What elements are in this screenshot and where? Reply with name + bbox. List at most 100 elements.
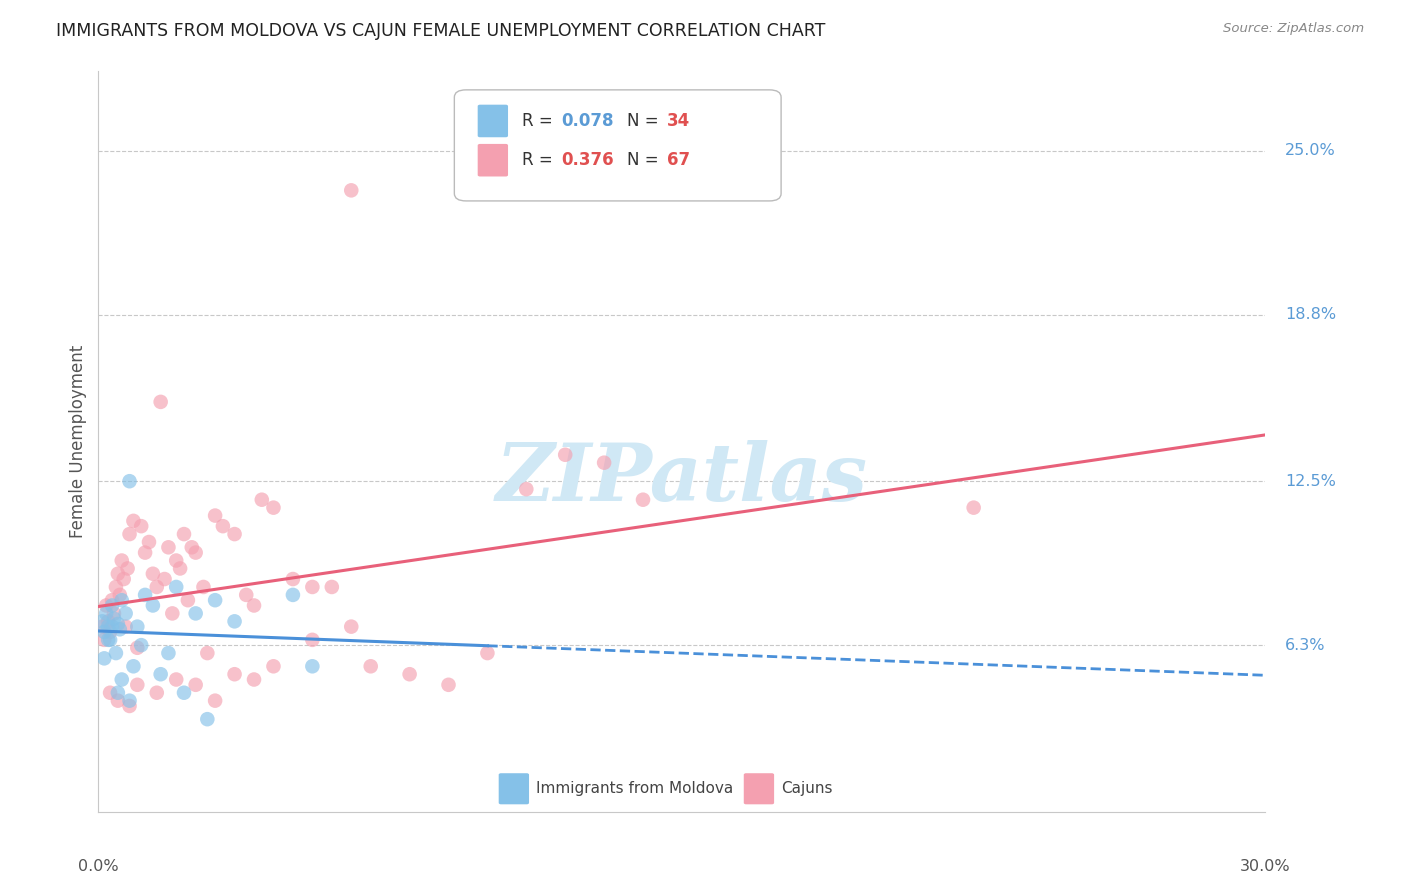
Text: 6.3%: 6.3%	[1285, 638, 1326, 653]
Point	[118, 474, 141, 488]
Point	[180, 541, 202, 555]
Point	[122, 659, 145, 673]
Point	[554, 448, 576, 462]
Point	[149, 667, 172, 681]
Text: 25.0%: 25.0%	[1285, 144, 1336, 158]
Point	[96, 599, 118, 613]
Point	[111, 593, 134, 607]
Point	[224, 615, 246, 629]
Point	[117, 561, 139, 575]
Point	[360, 659, 382, 673]
Point	[204, 508, 226, 523]
Point	[118, 698, 141, 713]
Point	[129, 638, 152, 652]
Text: 34: 34	[666, 112, 690, 130]
Text: N =: N =	[627, 152, 664, 169]
Point	[146, 580, 169, 594]
Point	[165, 553, 187, 567]
Point	[301, 659, 323, 673]
Point	[146, 686, 169, 700]
Text: 0.376: 0.376	[562, 152, 614, 169]
Point	[235, 588, 257, 602]
Point	[153, 572, 176, 586]
Point	[593, 456, 616, 470]
FancyBboxPatch shape	[454, 90, 782, 201]
Point	[103, 607, 125, 621]
Point	[93, 624, 115, 639]
Point	[224, 527, 246, 541]
Point	[195, 712, 218, 726]
Point	[127, 640, 149, 655]
FancyBboxPatch shape	[478, 144, 508, 177]
Point	[184, 607, 207, 621]
Point	[321, 580, 343, 594]
Point	[165, 580, 187, 594]
Point	[118, 694, 141, 708]
Point	[177, 593, 200, 607]
Point	[340, 619, 363, 633]
Point	[97, 619, 120, 633]
Point	[91, 619, 114, 633]
Point	[101, 599, 124, 613]
Point	[114, 619, 136, 633]
Point	[138, 535, 160, 549]
Text: ZIPatlas: ZIPatlas	[496, 440, 868, 517]
Point	[184, 545, 207, 560]
Point	[212, 519, 235, 533]
Point	[437, 678, 460, 692]
Point	[204, 593, 226, 607]
Point	[281, 588, 304, 602]
Point	[515, 482, 537, 496]
Text: Source: ZipAtlas.com: Source: ZipAtlas.com	[1223, 22, 1364, 36]
Text: IMMIGRANTS FROM MOLDOVA VS CAJUN FEMALE UNEMPLOYMENT CORRELATION CHART: IMMIGRANTS FROM MOLDOVA VS CAJUN FEMALE …	[56, 22, 825, 40]
Text: 12.5%: 12.5%	[1285, 474, 1336, 489]
Point	[243, 673, 266, 687]
Point	[162, 607, 184, 621]
Point	[173, 686, 195, 700]
Text: 67: 67	[666, 152, 690, 169]
FancyBboxPatch shape	[744, 773, 775, 805]
Text: N =: N =	[627, 112, 664, 130]
Text: 30.0%: 30.0%	[1240, 859, 1291, 874]
Point	[301, 580, 323, 594]
Point	[142, 599, 165, 613]
Point	[195, 646, 218, 660]
Text: R =: R =	[522, 112, 558, 130]
Point	[118, 527, 141, 541]
Point	[224, 667, 246, 681]
Point	[149, 395, 172, 409]
Point	[112, 572, 135, 586]
FancyBboxPatch shape	[478, 104, 508, 137]
Point	[108, 622, 131, 636]
Point	[243, 599, 266, 613]
Point	[91, 615, 114, 629]
Point	[96, 607, 118, 621]
Point	[97, 632, 120, 647]
Point	[173, 527, 195, 541]
Point	[103, 612, 125, 626]
Point	[107, 566, 129, 581]
Point	[631, 492, 654, 507]
Point	[134, 545, 156, 560]
Point	[169, 561, 191, 575]
Point	[111, 673, 134, 687]
Point	[184, 678, 207, 692]
Point	[122, 514, 145, 528]
Point	[98, 686, 121, 700]
Point	[262, 659, 284, 673]
Text: Immigrants from Moldova: Immigrants from Moldova	[536, 781, 734, 797]
Point	[108, 588, 131, 602]
Text: Cajuns: Cajuns	[782, 781, 832, 797]
Point	[111, 553, 134, 567]
Point	[204, 694, 226, 708]
Text: 0.078: 0.078	[562, 112, 614, 130]
Point	[97, 615, 120, 629]
Point	[477, 646, 499, 660]
Point	[127, 619, 149, 633]
Point	[107, 617, 129, 632]
Text: 18.8%: 18.8%	[1285, 307, 1336, 322]
Point	[107, 694, 129, 708]
Point	[340, 183, 363, 197]
FancyBboxPatch shape	[499, 773, 529, 805]
Point	[98, 632, 121, 647]
